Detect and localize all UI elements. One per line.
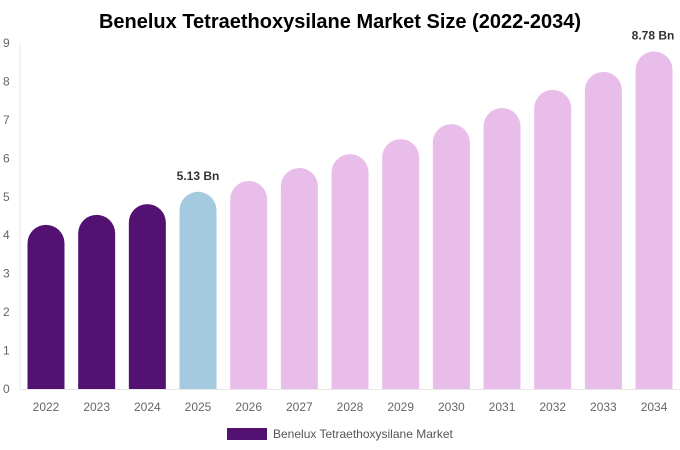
x-tick-label: 2023 (83, 400, 110, 414)
bar-2031 (483, 107, 521, 389)
y-tick-label: 5 (3, 190, 10, 204)
y-tick-label: 7 (3, 113, 10, 127)
chart-title: Benelux Tetraethoxysilane Market Size (2… (99, 11, 581, 33)
y-tick-label: 8 (3, 74, 10, 88)
x-tick-label: 2027 (286, 400, 313, 414)
y-axis: 0 1 2 3 4 5 6 7 8 9 (3, 36, 680, 396)
bar-2026 (230, 181, 268, 389)
x-axis: 2022 2023 2024 2025 2026 2027 2028 2029 2030 2031… (33, 400, 668, 414)
bar-2022 (27, 224, 65, 389)
x-tick-label: 2025 (185, 400, 212, 414)
y-tick-label: 2 (3, 305, 10, 319)
x-tick-label: 2022 (33, 400, 60, 414)
bar-2024 (128, 204, 166, 389)
x-tick-label: 2024 (134, 400, 161, 414)
x-tick-label: 2031 (489, 400, 516, 414)
bar-2025 (179, 191, 217, 389)
y-tick-label: 3 (3, 267, 10, 281)
bar-2034 (635, 51, 673, 389)
bar-2032 (534, 89, 572, 389)
x-tick-label: 2034 (641, 400, 668, 414)
bar-2029 (382, 139, 420, 389)
legend-swatch (227, 428, 267, 440)
bar-2030 (432, 124, 470, 389)
data-label-2025: 5.13 Bn (177, 169, 220, 183)
x-tick-label: 2030 (438, 400, 465, 414)
y-tick-label: 9 (3, 36, 10, 50)
x-tick-label: 2026 (235, 400, 262, 414)
data-label-2034: 8.78 Bn (632, 28, 675, 42)
x-tick-label: 2028 (337, 400, 364, 414)
bar-2033 (584, 71, 622, 389)
legend: Benelux Tetraethoxysilane Market (227, 427, 454, 441)
data-labels: 5.13 Bn 8.78 Bn (177, 28, 675, 182)
x-tick-label: 2029 (387, 400, 414, 414)
legend-label: Benelux Tetraethoxysilane Market (273, 427, 454, 441)
x-tick-label: 2033 (590, 400, 617, 414)
bar-2027 (280, 167, 318, 389)
bar-2023 (78, 214, 116, 389)
y-tick-label: 1 (3, 344, 10, 358)
bars (27, 51, 673, 389)
bar-2028 (331, 154, 369, 389)
y-tick-label: 6 (3, 151, 10, 165)
y-tick-label: 0 (3, 382, 10, 396)
x-tick-label: 2032 (539, 400, 566, 414)
y-tick-label: 4 (3, 228, 10, 242)
